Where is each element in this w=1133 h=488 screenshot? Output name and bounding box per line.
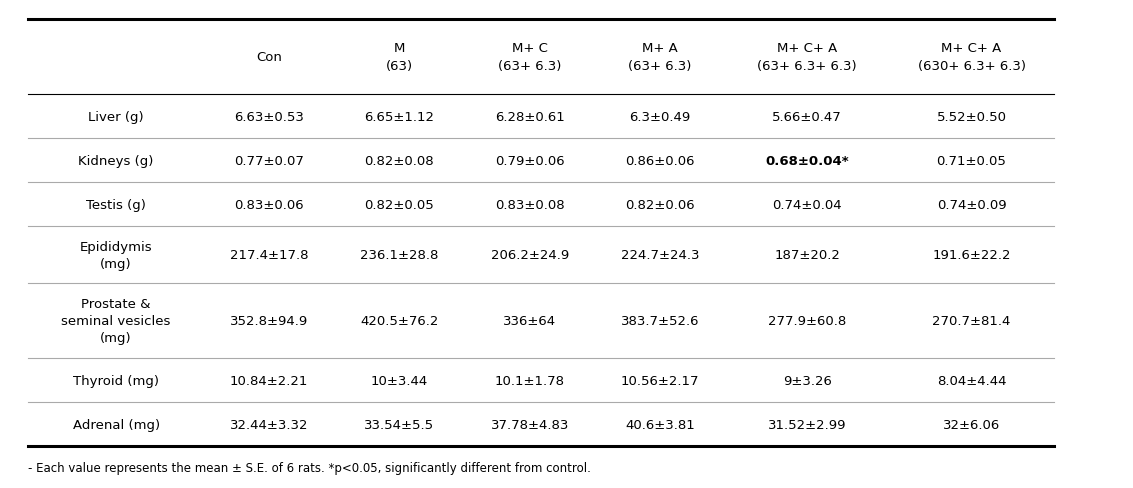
Text: M+ C
(63+ 6.3): M+ C (63+ 6.3)	[499, 42, 561, 73]
Text: 0.68±0.04*: 0.68±0.04*	[766, 155, 849, 167]
Text: 10.56±2.17: 10.56±2.17	[621, 374, 699, 387]
Text: 352.8±94.9: 352.8±94.9	[230, 314, 308, 327]
Text: 0.77±0.07: 0.77±0.07	[235, 155, 304, 167]
Text: 0.82±0.08: 0.82±0.08	[365, 155, 434, 167]
Text: 0.71±0.05: 0.71±0.05	[937, 155, 1006, 167]
Text: 236.1±28.8: 236.1±28.8	[360, 248, 438, 262]
Text: 0.86±0.06: 0.86±0.06	[625, 155, 695, 167]
Text: - Each value represents the mean ± S.E. of 6 rats. *p<0.05, significantly differ: - Each value represents the mean ± S.E. …	[28, 461, 591, 474]
Text: Kidneys (g): Kidneys (g)	[78, 155, 154, 167]
Text: 10.84±2.21: 10.84±2.21	[230, 374, 308, 387]
Text: 0.74±0.09: 0.74±0.09	[937, 199, 1006, 211]
Text: 0.82±0.05: 0.82±0.05	[365, 199, 434, 211]
Text: 32±6.06: 32±6.06	[943, 418, 1000, 431]
Text: 0.74±0.04: 0.74±0.04	[773, 199, 842, 211]
Text: Liver (g): Liver (g)	[88, 111, 144, 123]
Text: 40.6±3.81: 40.6±3.81	[625, 418, 695, 431]
Text: Testis (g): Testis (g)	[86, 199, 146, 211]
Text: Epididymis
(mg): Epididymis (mg)	[79, 240, 153, 270]
Text: 6.65±1.12: 6.65±1.12	[365, 111, 434, 123]
Text: 9±3.26: 9±3.26	[783, 374, 832, 387]
Text: 191.6±22.2: 191.6±22.2	[932, 248, 1011, 262]
Text: 224.7±24.3: 224.7±24.3	[621, 248, 699, 262]
Text: 8.04±4.44: 8.04±4.44	[937, 374, 1006, 387]
Text: M
(63): M (63)	[386, 42, 412, 73]
Text: 217.4±17.8: 217.4±17.8	[230, 248, 308, 262]
Text: 383.7±52.6: 383.7±52.6	[621, 314, 699, 327]
Text: 6.3±0.49: 6.3±0.49	[629, 111, 691, 123]
Text: 6.28±0.61: 6.28±0.61	[495, 111, 564, 123]
Text: 270.7±81.4: 270.7±81.4	[932, 314, 1011, 327]
Text: 187±20.2: 187±20.2	[774, 248, 841, 262]
Text: 5.52±0.50: 5.52±0.50	[937, 111, 1006, 123]
Text: Adrenal (mg): Adrenal (mg)	[73, 418, 160, 431]
Text: 336±64: 336±64	[503, 314, 556, 327]
Text: 420.5±76.2: 420.5±76.2	[360, 314, 438, 327]
Text: 10.1±1.78: 10.1±1.78	[495, 374, 564, 387]
Text: 10±3.44: 10±3.44	[370, 374, 428, 387]
Text: 277.9±60.8: 277.9±60.8	[768, 314, 846, 327]
Text: 0.79±0.06: 0.79±0.06	[495, 155, 564, 167]
Text: 31.52±2.99: 31.52±2.99	[768, 418, 846, 431]
Text: 0.83±0.06: 0.83±0.06	[235, 199, 304, 211]
Text: 32.44±3.32: 32.44±3.32	[230, 418, 308, 431]
Text: Thyroid (mg): Thyroid (mg)	[74, 374, 159, 387]
Text: Prostate &
seminal vesicles
(mg): Prostate & seminal vesicles (mg)	[61, 297, 171, 345]
Text: M+ C+ A
(63+ 6.3+ 6.3): M+ C+ A (63+ 6.3+ 6.3)	[758, 42, 857, 73]
Text: 0.82±0.06: 0.82±0.06	[625, 199, 695, 211]
Text: 6.63±0.53: 6.63±0.53	[235, 111, 304, 123]
Text: 0.83±0.08: 0.83±0.08	[495, 199, 564, 211]
Text: Con: Con	[256, 51, 282, 64]
Text: 37.78±4.83: 37.78±4.83	[491, 418, 569, 431]
Text: 5.66±0.47: 5.66±0.47	[773, 111, 842, 123]
Text: 206.2±24.9: 206.2±24.9	[491, 248, 569, 262]
Text: 33.54±5.5: 33.54±5.5	[365, 418, 434, 431]
Text: M+ C+ A
(630+ 6.3+ 6.3): M+ C+ A (630+ 6.3+ 6.3)	[918, 42, 1025, 73]
Text: M+ A
(63+ 6.3): M+ A (63+ 6.3)	[629, 42, 691, 73]
